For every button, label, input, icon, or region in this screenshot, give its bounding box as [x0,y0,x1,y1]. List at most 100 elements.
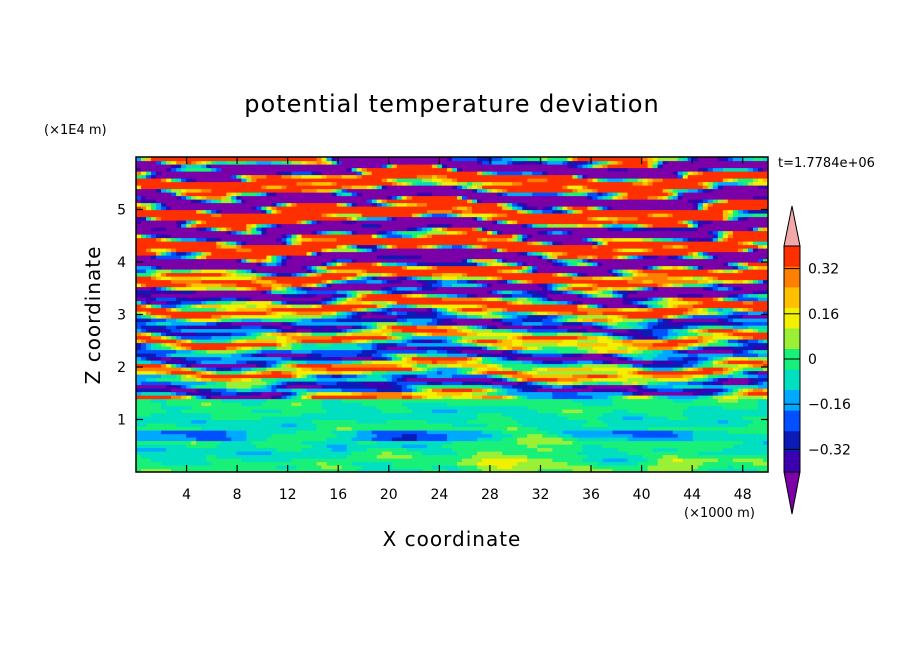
field-cell [351,412,358,417]
field-cell [136,381,142,386]
field-cell [462,384,468,389]
field-cell [296,447,303,452]
field-cell [196,349,202,354]
field-cell [607,423,614,428]
field-cell [141,426,147,431]
field-cell [507,430,513,435]
field-cell [226,346,232,351]
field-cell [291,454,298,459]
field-cell [286,419,293,424]
field-cell [552,454,558,459]
field-cell [602,360,609,365]
field-cell [557,430,563,435]
field-cell [477,416,483,421]
field-cell [376,426,383,431]
field-cell [527,447,533,452]
field-cell [281,363,288,368]
field-cell [602,423,609,428]
field-cell [266,381,273,386]
field-cell [727,419,734,424]
field-cell [446,447,453,452]
field-cell [291,433,298,438]
field-cell [381,377,388,382]
field-cell [692,342,699,347]
field-cell [426,430,433,435]
field-cell [166,426,172,431]
field-cell [221,440,227,445]
field-cell [326,451,333,456]
field-cell [186,349,192,354]
field-cell [436,402,443,407]
field-cell [507,461,513,466]
field-cell [196,405,202,410]
field-cell [722,388,729,393]
field-cell [632,461,639,466]
field-cell [296,363,303,368]
field-cell [186,458,192,463]
field-cell [462,433,468,438]
field-cell [652,381,659,386]
field-cell [757,374,764,379]
field-cell [166,349,172,354]
field-cell [457,444,463,449]
field-cell [231,374,237,379]
field-cell [171,430,177,435]
field-cell [557,433,563,438]
field-cell [762,419,768,424]
field-cell [216,458,222,463]
field-cell [276,433,283,438]
field-cell [532,384,538,389]
field-cell [587,377,594,382]
field-cell [692,433,699,438]
field-cell [467,447,473,452]
field-cell [482,468,488,472]
field-cell [401,440,408,445]
field-cell [221,426,227,431]
field-cell [582,447,589,452]
field-cell [657,412,664,417]
field-cell [472,412,478,417]
field-cell [712,339,719,344]
field-cell [166,360,172,365]
field-cell [512,339,518,344]
field-cell [376,440,383,445]
field-cell [602,391,609,396]
field-cell [482,444,488,449]
field-cell [361,349,368,354]
field-cell [657,353,664,358]
field-cell [672,381,679,386]
field-cell [472,370,478,375]
field-cell [231,458,237,463]
field-cell [707,451,714,456]
field-cell [547,370,553,375]
field-cell [502,454,508,459]
field-cell [301,388,308,393]
field-cell [191,405,197,410]
field-cell [266,377,273,382]
field-cell [316,416,323,421]
field-cell [477,377,483,382]
field-cell [477,335,483,340]
field-cell [146,409,152,414]
field-cell [557,416,563,421]
field-cell [426,398,433,403]
field-cell [251,419,257,424]
field-cell [431,335,438,340]
field-cell [677,356,684,361]
field-cell [171,405,177,410]
field-cell [492,339,498,344]
field-cell [171,419,177,424]
field-cell [532,381,538,386]
field-cell [311,465,318,470]
field-cell [406,444,413,449]
field-cell [276,377,283,382]
field-cell [632,451,639,456]
field-cell [221,395,227,400]
field-cell [562,426,568,431]
field-cell [216,395,222,400]
field-cell [727,444,734,449]
field-cell [672,430,679,435]
field-cell [316,437,323,442]
field-cell [517,388,523,393]
field-cell [482,346,488,351]
